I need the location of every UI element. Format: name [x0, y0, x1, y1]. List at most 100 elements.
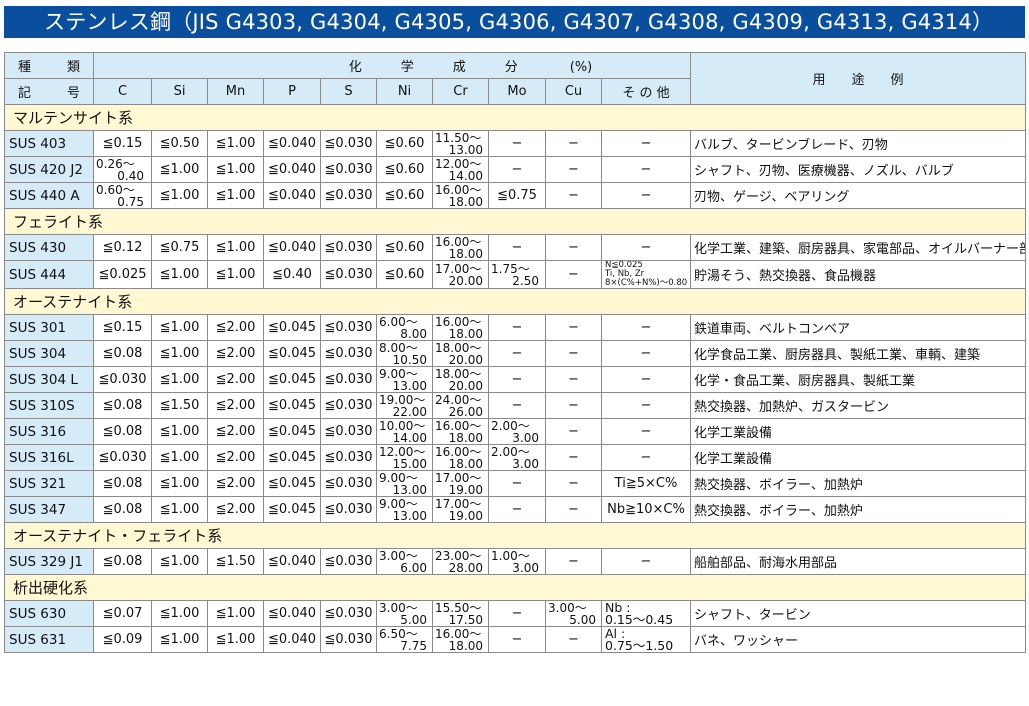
- table-row: SUS 631 ≦0.09 ≦1.00 ≦1.00 ≦0.040 ≦0.030 6.50〜7…: [4, 626, 1026, 653]
- value-cell: ≦0.030: [320, 548, 377, 575]
- value-cell: ≦1.00: [151, 182, 208, 209]
- value-cell: N≦0.025 Ti, Nb, Zr 8×(C%+N%)〜0.80: [601, 260, 691, 289]
- grade-cell: SUS 301: [4, 314, 94, 341]
- value-line: Al :: [605, 626, 626, 641]
- value-cell: 2.00〜3.00: [488, 418, 546, 445]
- element-header: P: [263, 78, 321, 105]
- value-cell: ≦0.045: [263, 340, 321, 367]
- range-value: 24.00〜26.00: [435, 392, 483, 419]
- range-value: 9.00〜13.00: [379, 470, 427, 497]
- value-cell: −: [488, 366, 546, 393]
- value-cell: ≦0.030: [320, 182, 377, 209]
- value-cell: ≦1.50: [151, 392, 208, 419]
- value-cell: ≦0.09: [93, 626, 152, 653]
- value-cell: 0.26〜0.40: [93, 156, 152, 183]
- value-cell: 3.00〜6.00: [376, 548, 433, 575]
- value-cell: 12.00〜14.00: [432, 156, 489, 183]
- grade-cell: SUS 444: [4, 260, 94, 289]
- value-cell: ≦1.00: [207, 182, 264, 209]
- label-char: 種: [18, 60, 32, 75]
- value-cell: ≦1.00: [151, 366, 208, 393]
- value-cell: −: [545, 314, 602, 341]
- use-cell: シャフト、刃物、医療機器、ノズル、バルブ: [690, 156, 1026, 183]
- table-row: SUS 316L ≦0.030 ≦1.00 ≦2.00 ≦0.045 ≦0.030 12.0…: [4, 444, 1026, 471]
- value-cell: −: [601, 234, 691, 261]
- element-header: Cr: [432, 78, 489, 105]
- range-value: 11.50〜13.00: [435, 130, 483, 157]
- value-cell: ≦0.030: [320, 418, 377, 445]
- value-cell: ≦0.60: [376, 156, 433, 183]
- section-row: フェライト系: [4, 208, 1026, 235]
- value-cell: ≦2.00: [207, 314, 264, 341]
- grade-cell: SUS 631: [4, 626, 94, 653]
- table-row: SUS 430 ≦0.12 ≦0.75 ≦1.00 ≦0.040 ≦0.030 ≦0.60 1…: [4, 234, 1026, 261]
- value-cell: ≦0.040: [263, 234, 321, 261]
- section-title: オーステナイト系: [4, 288, 1026, 315]
- stainless-steel-table: 種類 化 学 成 分 (%) 用 途 例 記号 C Si Mn P S Ni Cr Mo Cu そ…: [4, 52, 1026, 653]
- range-value: 16.00〜18.00: [435, 418, 483, 445]
- value-cell: 6.50〜7.75: [376, 626, 433, 653]
- value-cell: ≦0.040: [263, 130, 321, 157]
- value-cell: Al :0.75〜1.50: [601, 626, 691, 653]
- value-cell: −: [601, 130, 691, 157]
- value-cell: ≦0.60: [376, 130, 433, 157]
- value-cell: ≦0.07: [93, 600, 152, 627]
- grade-cell: SUS 420 J2: [4, 156, 94, 183]
- value-cell: 10.00〜14.00: [376, 418, 433, 445]
- range-value: 0.60〜0.75: [96, 182, 144, 209]
- table-row: SUS 304 L ≦0.030 ≦1.00 ≦2.00 ≦0.045 ≦0.030 9.0…: [4, 366, 1026, 393]
- value-line: 8×(C%+N%)〜0.80: [605, 278, 688, 288]
- table-row: SUS 321 ≦0.08 ≦1.00 ≦2.00 ≦0.045 ≦0.030 9.00〜1…: [4, 470, 1026, 497]
- section-title: オーステナイト・フェライト系: [4, 522, 1026, 549]
- range-value: 17.00〜20.00: [435, 261, 483, 288]
- element-header: Ni: [376, 78, 433, 105]
- value-cell: ≦0.030: [320, 470, 377, 497]
- value-cell: −: [488, 314, 546, 341]
- value-cell: ≦0.08: [93, 340, 152, 367]
- value-cell: ≦0.045: [263, 366, 321, 393]
- value-cell: −: [488, 156, 546, 183]
- range-value: 2.00〜3.00: [491, 418, 539, 445]
- use-cell: バネ、ワッシャー: [690, 626, 1026, 653]
- value-cell: 1.00〜3.00: [488, 548, 546, 575]
- value-cell: ≦1.00: [151, 444, 208, 471]
- value-cell: ≦0.045: [263, 496, 321, 523]
- value-cell: ≦0.030: [320, 260, 377, 289]
- range-value: 23.00〜28.00: [435, 548, 483, 575]
- grade-cell: SUS 440 A: [4, 182, 94, 209]
- value-cell: −: [601, 182, 691, 209]
- value-cell: ≦0.030: [320, 600, 377, 627]
- value-cell: ≦0.030: [93, 444, 152, 471]
- value-cell: ≦0.60: [376, 260, 433, 289]
- value-cell: ≦0.030: [320, 392, 377, 419]
- value-cell: 3.00〜5.00: [376, 600, 433, 627]
- page-title: ステンレス鋼（JIS G4303, G4304, G4305, G4306, G…: [4, 6, 1025, 38]
- value-cell: −: [545, 444, 602, 471]
- use-cell: 熱交換器、ボイラー、加熱炉: [690, 496, 1026, 523]
- table-row: SUS 440 A 0.60〜0.75 ≦1.00 ≦1.00 ≦0.040 ≦0.030…: [4, 182, 1026, 209]
- range-value: 17.00〜19.00: [435, 470, 483, 497]
- range-value: 10.00〜14.00: [379, 418, 427, 445]
- value-cell: Nb≧10×C%: [601, 496, 691, 523]
- grade-cell: SUS 304 L: [4, 366, 94, 393]
- value-cell: ≦0.025: [93, 260, 152, 289]
- range-value: 3.00〜5.00: [548, 600, 596, 627]
- value-cell: ≦1.00: [207, 600, 264, 627]
- grade-cell: SUS 630: [4, 600, 94, 627]
- section-row: オーステナイト系: [4, 288, 1026, 315]
- value-cell: 17.00〜19.00: [432, 470, 489, 497]
- value-cell: −: [545, 418, 602, 445]
- value-cell: Nb :0.15〜0.45: [601, 600, 691, 627]
- value-cell: ≦1.00: [151, 314, 208, 341]
- value-cell: ≦2.00: [207, 366, 264, 393]
- value-cell: ≦1.00: [151, 626, 208, 653]
- value-cell: −: [488, 130, 546, 157]
- value-line: N≦0.025: [605, 260, 643, 270]
- value-cell: −: [488, 496, 546, 523]
- value-cell: 17.00〜20.00: [432, 260, 489, 289]
- value-cell: −: [488, 234, 546, 261]
- value-cell: −: [545, 626, 602, 653]
- grade-cell: SUS 430: [4, 234, 94, 261]
- value-cell: Ti≧5×C%: [601, 470, 691, 497]
- value-cell: ≦0.030: [93, 366, 152, 393]
